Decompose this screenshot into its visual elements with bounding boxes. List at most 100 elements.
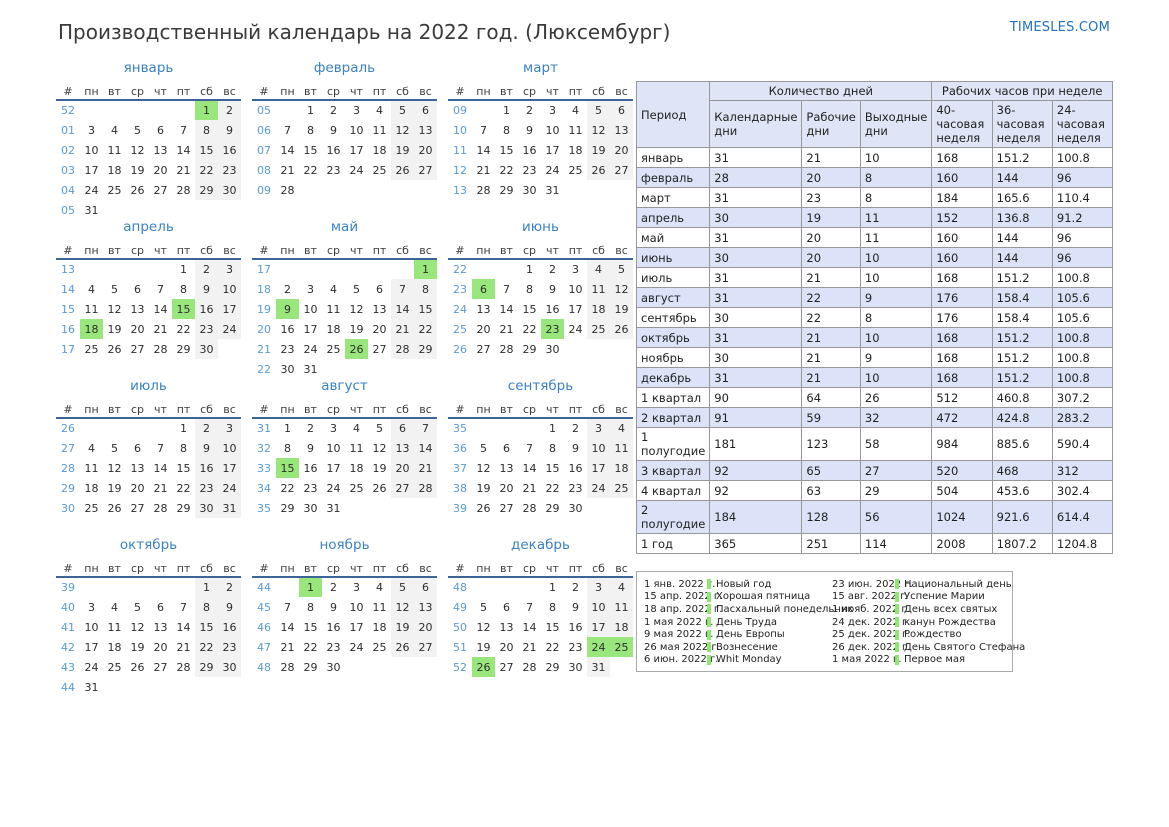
table-cell: 100.8 bbox=[1051, 327, 1114, 348]
legend-item: 18 апр. 2022 г. Пасхальный понедельник bbox=[644, 603, 853, 616]
table-cell: 8 bbox=[859, 167, 933, 188]
table-row: июнь 30 20 10 160 144 96 bbox=[635, 247, 1114, 268]
day-cell: 30 bbox=[326, 660, 341, 674]
brand-link[interactable]: TIMESLES.COM bbox=[1009, 20, 1110, 35]
day-cell bbox=[564, 180, 587, 200]
week-number: 37 bbox=[453, 461, 467, 475]
weekday-header: чт bbox=[541, 401, 564, 419]
table-cell: 20 bbox=[801, 167, 861, 188]
weekend-day-cell: 20 bbox=[414, 140, 437, 160]
weekend-day-cell: 3 bbox=[587, 418, 610, 438]
day-cell: 8 bbox=[307, 600, 314, 614]
table-row: декабрь 31 21 10 168 151.2 100.8 bbox=[635, 367, 1114, 388]
weekday-header: сб bbox=[391, 401, 414, 419]
weekday-header: сб bbox=[587, 401, 610, 419]
weekend-day-cell: 14 bbox=[414, 438, 437, 458]
day-cell: 15 bbox=[499, 143, 514, 157]
day-cell bbox=[391, 657, 414, 677]
weekday-header: вс bbox=[218, 83, 241, 101]
day-cell: 31 bbox=[84, 680, 99, 694]
week-number: 48 bbox=[453, 581, 467, 594]
holiday-day-cell: 23 bbox=[541, 319, 564, 339]
table-cell: 8 bbox=[859, 307, 933, 328]
weekend-day-cell: 22 bbox=[195, 637, 218, 657]
day-cell: 21 bbox=[176, 163, 191, 177]
day-cell: 18 bbox=[372, 620, 387, 634]
day-cell: 12 bbox=[107, 302, 122, 316]
weekend-day-cell: 10 bbox=[218, 438, 241, 458]
day-cell: 3 bbox=[353, 104, 360, 117]
day-cell: 18 bbox=[568, 143, 583, 157]
weekday-header: чт bbox=[541, 83, 564, 101]
day-cell bbox=[195, 200, 218, 220]
weekday-header: ср bbox=[322, 560, 345, 578]
weekday-header: чт bbox=[345, 401, 368, 419]
holiday-marker-icon bbox=[707, 617, 711, 628]
week-row: 30 25 26 27 28 29 30 31 bbox=[56, 498, 241, 518]
table-cell: 2008 bbox=[931, 533, 993, 554]
day-cell: 3 bbox=[330, 422, 337, 435]
day-cell: 29 bbox=[280, 501, 295, 515]
month-calendar: # пн вт ср чт пт сб вс 09 1 2 3 4 5 6 10 7 8 9 10 11 12 13 11 14… bbox=[448, 83, 633, 200]
week-row: 41 10 11 12 13 14 15 16 bbox=[56, 617, 241, 637]
day-cell bbox=[276, 100, 299, 120]
holiday-marker-icon bbox=[895, 642, 899, 653]
day-cell: 4 bbox=[376, 581, 383, 594]
table-row: июль 31 21 10 168 151.2 100.8 bbox=[635, 267, 1114, 288]
day-cell: 11 bbox=[372, 600, 387, 614]
weekend-day-cell: 11 bbox=[587, 279, 610, 299]
table-cell: 160 bbox=[931, 247, 993, 268]
week-number: 20 bbox=[257, 322, 271, 336]
day-cell: 6 bbox=[134, 282, 141, 296]
month-calendar: # пн вт ср чт пт сб вс 35 1 2 3 4 36 5 6 7 8 9 10 11 37 12 13 14… bbox=[448, 401, 633, 518]
day-cell: 7 bbox=[157, 441, 164, 455]
legend-item: 1 мая 2022 г. Первое мая bbox=[832, 654, 1020, 667]
day-cell: 19 bbox=[107, 481, 122, 495]
day-cell bbox=[80, 418, 103, 438]
period-cell: 1 год bbox=[635, 533, 711, 554]
col-header-work-days: Рабочие дни bbox=[801, 100, 861, 148]
weekend-day-cell: 30 bbox=[195, 498, 218, 518]
day-cell: 17 bbox=[326, 461, 341, 475]
day-cell: 13 bbox=[499, 461, 514, 475]
day-cell: 5 bbox=[353, 282, 360, 296]
period-cell: 1 квартал bbox=[635, 387, 711, 408]
holiday-name: канун Рождества bbox=[904, 616, 996, 628]
weekday-header: вс bbox=[218, 242, 241, 260]
weekday-header: чт bbox=[345, 242, 368, 260]
week-row: 01 3 4 5 6 7 8 9 bbox=[56, 120, 241, 140]
week-row: 13 1 2 3 bbox=[56, 259, 241, 279]
legend-column: 23 июн. 2022 г. Национальный день 15 авг. … bbox=[832, 578, 1025, 667]
legend-item: 9 мая 2022 г. День Европы bbox=[644, 628, 832, 641]
day-cell: 9 bbox=[330, 600, 337, 614]
weekday-header: сб bbox=[587, 560, 610, 578]
week-number: 01 bbox=[61, 123, 75, 137]
table-row: январь 31 21 10 168 151.2 100.8 bbox=[635, 147, 1114, 168]
day-cell: 7 bbox=[526, 441, 533, 455]
week-row: 19 9 10 11 12 13 14 15 bbox=[252, 299, 437, 319]
weekday-header: ср bbox=[518, 242, 541, 260]
day-cell: 19 bbox=[349, 322, 364, 336]
week-number: 42 bbox=[61, 640, 75, 654]
months-grid: январь # пн вт ср чт пт сб вс 52 1 2 01 3 4 5 6 7 8 9 02 10 11… bbox=[56, 60, 636, 696]
weekday-header: пт bbox=[564, 242, 587, 260]
day-cell bbox=[103, 100, 126, 120]
day-cell: 29 bbox=[545, 660, 560, 674]
holiday-marker-icon bbox=[707, 654, 711, 665]
week-row: 02 10 11 12 13 14 15 16 bbox=[56, 140, 241, 160]
weekend-day-cell: 27 bbox=[414, 160, 437, 180]
day-cell: 16 bbox=[522, 143, 537, 157]
weekend-day-cell: 8 bbox=[414, 279, 437, 299]
day-cell: 8 bbox=[180, 441, 187, 455]
month-may: май # пн вт ср чт пт сб вс 17 1 18 2 3 4 5 6 7 8 19 9 10 11 12 1… bbox=[252, 219, 437, 378]
weekday-header: пн bbox=[80, 83, 103, 101]
weekday-header: пт bbox=[172, 560, 195, 578]
day-cell: 27 bbox=[499, 660, 514, 674]
day-cell: 8 bbox=[549, 600, 556, 614]
table-row: май 31 20 11 160 144 96 bbox=[635, 227, 1114, 248]
table-cell: 424.8 bbox=[991, 407, 1053, 428]
week-row: 45 7 8 9 10 11 12 13 bbox=[252, 597, 437, 617]
weekend-day-cell: 2 bbox=[195, 259, 218, 279]
week-row: 22 30 31 bbox=[252, 359, 437, 379]
table-cell: 151.2 bbox=[991, 147, 1053, 168]
